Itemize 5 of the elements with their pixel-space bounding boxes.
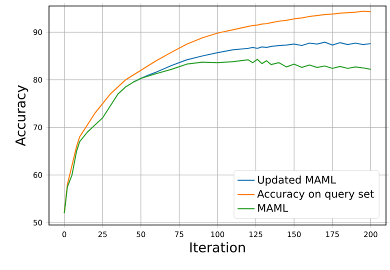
y-axis-title: Accuracy xyxy=(16,85,28,146)
x-axis-title: Iteration xyxy=(190,242,245,252)
legend-label: Accuracy on query set xyxy=(257,190,374,200)
legend-label: Updated MAML xyxy=(258,176,336,186)
legend-label: MAML xyxy=(258,204,288,212)
